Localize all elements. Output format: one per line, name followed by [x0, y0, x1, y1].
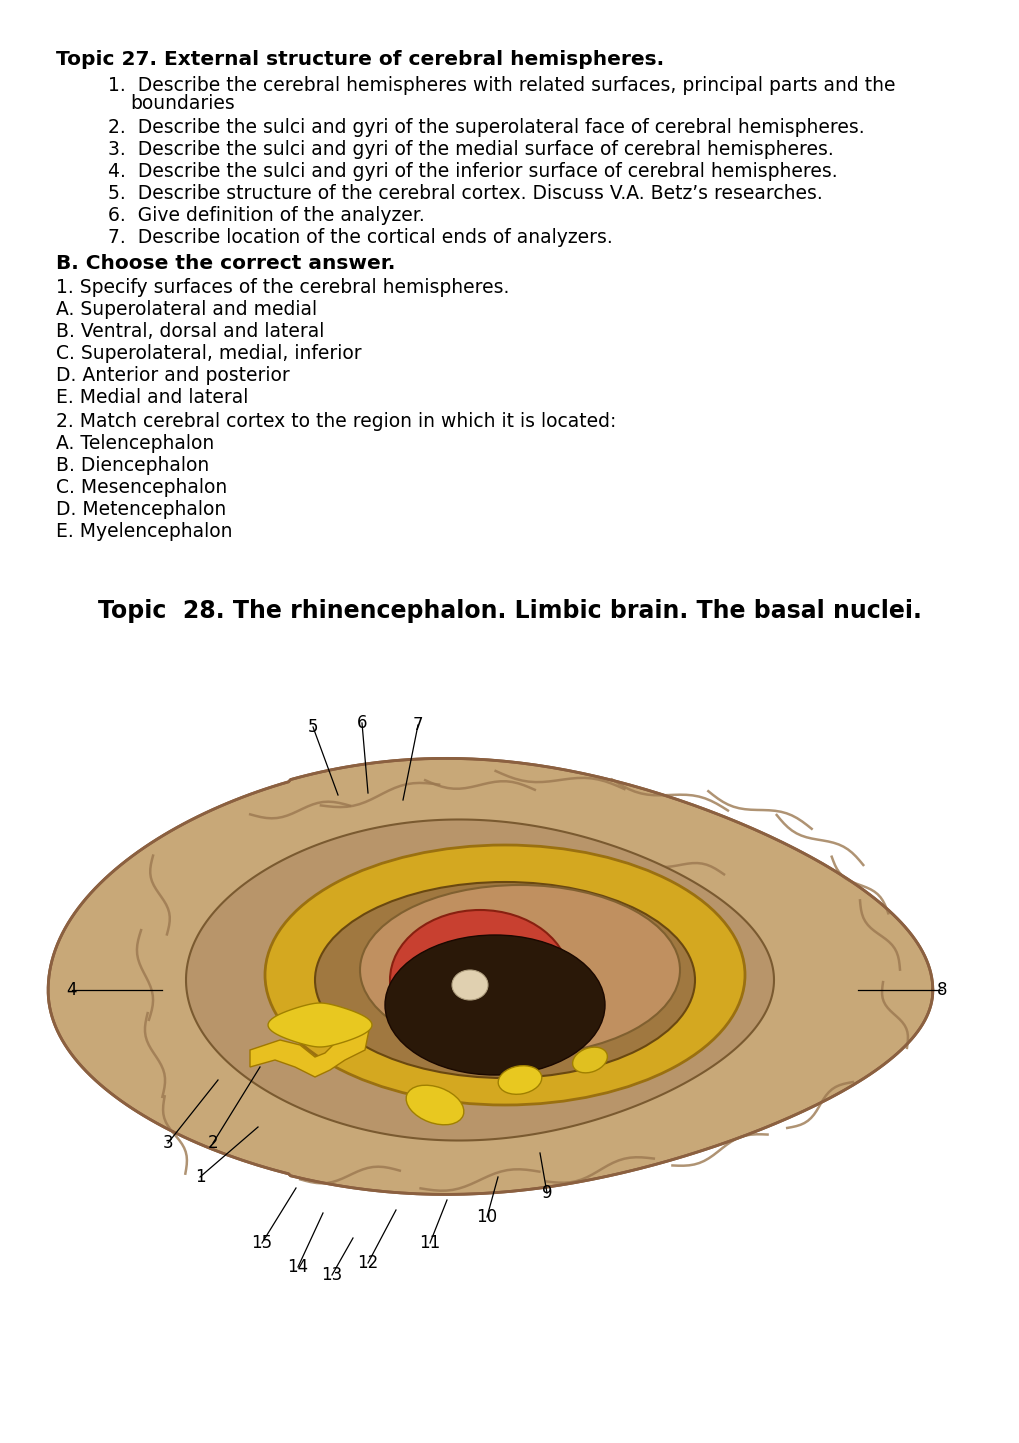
- Text: 6: 6: [357, 714, 367, 732]
- Text: 3.  Describe the sulci and gyri of the medial surface of cerebral hemispheres.: 3. Describe the sulci and gyri of the me…: [108, 140, 833, 159]
- Text: 1. Specify surfaces of the cerebral hemispheres.: 1. Specify surfaces of the cerebral hemi…: [56, 278, 508, 297]
- Ellipse shape: [572, 1048, 606, 1072]
- Text: Topic  28. The rhinencephalon. Limbic brain. The basal nuclei.: Topic 28. The rhinencephalon. Limbic bra…: [98, 599, 921, 623]
- Ellipse shape: [497, 1066, 541, 1094]
- Text: boundaries: boundaries: [129, 94, 234, 113]
- Text: E. Myelencephalon: E. Myelencephalon: [56, 522, 232, 541]
- Ellipse shape: [451, 970, 487, 1000]
- Ellipse shape: [406, 1085, 464, 1124]
- Text: 6.  Give definition of the analyzer.: 6. Give definition of the analyzer.: [108, 206, 424, 225]
- Text: 2: 2: [208, 1134, 218, 1152]
- Text: 5: 5: [308, 719, 318, 736]
- Ellipse shape: [384, 935, 604, 1075]
- Text: 1: 1: [195, 1167, 205, 1186]
- Text: 5.  Describe structure of the cerebral cortex. Discuss V.A. Betz’s researches.: 5. Describe structure of the cerebral co…: [108, 185, 822, 203]
- Polygon shape: [250, 1025, 370, 1076]
- Text: 8: 8: [935, 981, 947, 999]
- Text: B. Diencephalon: B. Diencephalon: [56, 456, 209, 475]
- Polygon shape: [185, 820, 773, 1140]
- Ellipse shape: [389, 911, 570, 1051]
- Polygon shape: [48, 759, 932, 1195]
- Text: 12: 12: [357, 1254, 378, 1271]
- Text: 9: 9: [541, 1185, 551, 1202]
- Text: C. Superolateral, medial, inferior: C. Superolateral, medial, inferior: [56, 343, 362, 364]
- Text: D. Metencephalon: D. Metencephalon: [56, 501, 226, 519]
- Text: 14: 14: [287, 1258, 309, 1276]
- Text: B. Choose the correct answer.: B. Choose the correct answer.: [56, 254, 395, 273]
- Text: E. Medial and lateral: E. Medial and lateral: [56, 388, 249, 407]
- Text: A. Telencephalon: A. Telencephalon: [56, 434, 214, 453]
- Text: 11: 11: [419, 1234, 440, 1253]
- Text: 13: 13: [321, 1266, 342, 1284]
- Ellipse shape: [265, 846, 744, 1105]
- Text: 3: 3: [162, 1134, 173, 1152]
- Text: 10: 10: [476, 1208, 497, 1227]
- Text: 2. Match cerebral cortex to the region in which it is located:: 2. Match cerebral cortex to the region i…: [56, 413, 615, 431]
- Ellipse shape: [360, 885, 680, 1055]
- Text: A. Superolateral and medial: A. Superolateral and medial: [56, 300, 317, 319]
- Text: 7.  Describe location of the cortical ends of analyzers.: 7. Describe location of the cortical end…: [108, 228, 612, 247]
- Text: Topic 27. External structure of cerebral hemispheres.: Topic 27. External structure of cerebral…: [56, 51, 663, 69]
- Text: 2.  Describe the sulci and gyri of the superolateral face of cerebral hemisphere: 2. Describe the sulci and gyri of the su…: [108, 118, 864, 137]
- Text: 1.  Describe the cerebral hemispheres with related surfaces, principal parts and: 1. Describe the cerebral hemispheres wit…: [108, 76, 895, 95]
- Text: 7: 7: [413, 716, 423, 734]
- Text: D. Anterior and posterior: D. Anterior and posterior: [56, 367, 289, 385]
- Text: 4.  Describe the sulci and gyri of the inferior surface of cerebral hemispheres.: 4. Describe the sulci and gyri of the in…: [108, 162, 837, 180]
- Text: 4: 4: [66, 981, 77, 999]
- Text: C. Mesencephalon: C. Mesencephalon: [56, 478, 227, 496]
- Text: B. Ventral, dorsal and lateral: B. Ventral, dorsal and lateral: [56, 322, 324, 341]
- Polygon shape: [268, 1003, 372, 1048]
- Ellipse shape: [315, 882, 694, 1078]
- Text: 15: 15: [252, 1234, 272, 1253]
